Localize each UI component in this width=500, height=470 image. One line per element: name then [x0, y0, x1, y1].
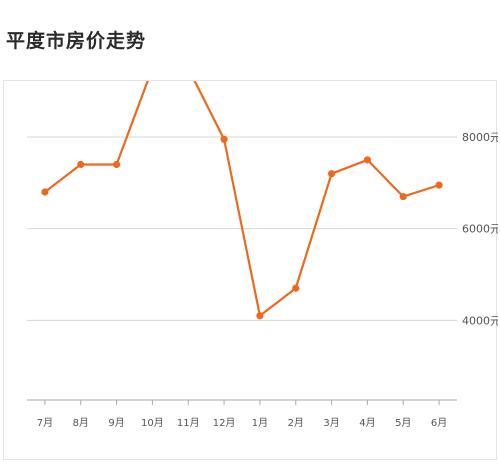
x-tick-label: 12月 [213, 417, 236, 429]
x-tick-label: 9月 [108, 417, 124, 429]
data-point [112, 160, 121, 169]
price-line [44, 81, 440, 317]
x-tick-label: 10月 [141, 417, 164, 429]
chart-panel: 4000元6000元8000元10000元 7月8月9月10月11月12月1月2… [3, 80, 498, 460]
x-tick-label: 6月 [431, 417, 447, 429]
x-tick-label: 8月 [73, 417, 89, 429]
x-tick-labels: 7月 8月 9月 10月 11月 12月 1月 2月 3月 4月 5月 6月 [37, 417, 448, 429]
y-tick-labels: 4000元6000元8000元10000元 [462, 131, 498, 327]
x-tick-label: 2月 [288, 417, 304, 429]
data-point [256, 312, 264, 320]
y-tick-label: 4000元 [462, 314, 498, 327]
grid-lines [27, 136, 457, 321]
data-point [363, 156, 372, 164]
data-point [435, 181, 443, 189]
x-axis [27, 399, 457, 405]
data-point [220, 135, 228, 143]
y-tick-label: 8000元 [462, 131, 498, 144]
x-tick-label: 11月 [177, 417, 200, 429]
x-tick-label: 4月 [359, 417, 375, 429]
series-line [44, 81, 440, 317]
data-point [292, 284, 300, 292]
price-trend-chart: 4000元6000元8000元10000元 7月8月9月10月11月12月1月2… [27, 81, 498, 429]
x-tick-label: 5月 [395, 417, 411, 429]
page-title: 平度市房价走势 [6, 30, 147, 52]
data-points [41, 135, 443, 320]
data-point [327, 170, 336, 178]
x-tick-label: 7月 [37, 417, 53, 429]
data-point [41, 188, 49, 196]
data-point [77, 160, 85, 169]
x-tick-label: 1月 [252, 417, 268, 429]
data-point [399, 192, 407, 201]
y-tick-label: 6000元 [462, 223, 498, 236]
x-tick-label: 3月 [323, 417, 339, 429]
